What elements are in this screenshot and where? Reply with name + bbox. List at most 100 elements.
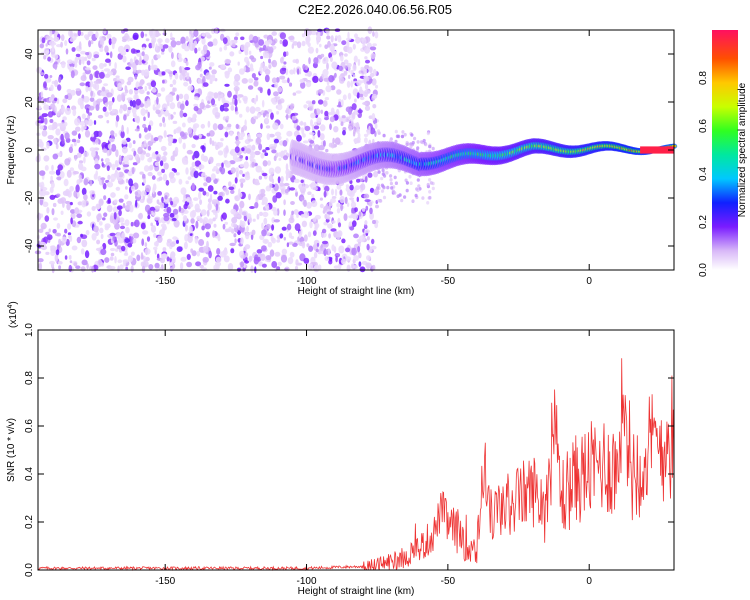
spectrogram-cell <box>319 133 325 141</box>
spectrogram-cell <box>95 31 99 39</box>
spectrogram-cell <box>126 81 132 86</box>
spectrogram-cell <box>322 140 326 147</box>
spectrogram-cell <box>119 107 123 114</box>
spectrogram-cell <box>346 264 351 272</box>
spectrogram-cell <box>162 44 169 49</box>
spectrogram-cell <box>217 150 224 156</box>
spectrogram-cell <box>345 37 352 41</box>
spectrogram-cell <box>132 112 137 118</box>
spectrogram-cell <box>104 73 111 78</box>
spectrogram-cell <box>144 242 148 248</box>
spectrogram-cell <box>352 64 357 72</box>
spectrogram-cell <box>110 130 115 136</box>
snr-x-tick-label: 0 <box>586 576 592 587</box>
spectrogram-cell <box>131 62 136 69</box>
spectrogram-cell <box>91 265 95 273</box>
spectrogram-cell <box>260 123 263 130</box>
spectrogram-cell <box>241 210 248 216</box>
spectrogram-cell <box>224 131 229 138</box>
spectrogram-cell <box>288 232 293 239</box>
spectrogram-cell <box>86 107 90 114</box>
spectrogram-y-tick-label: 0 <box>24 147 35 153</box>
spectrogram-cell <box>217 123 224 131</box>
spectrogram-cell <box>154 161 159 167</box>
spectrogram-cell <box>118 209 122 217</box>
spectrogram-cell <box>354 89 358 97</box>
spectrogram-cell <box>132 238 137 244</box>
spectrogram-cell <box>323 190 327 198</box>
spectrogram-cell <box>51 42 57 46</box>
spectrogram-cell <box>262 44 267 51</box>
spectrogram-cell <box>183 241 188 250</box>
spectrogram-cell <box>77 220 83 225</box>
spectrogram-cell <box>124 238 130 244</box>
spectrogram-cell <box>209 91 215 96</box>
spectrogram-cell <box>130 251 135 256</box>
spectrogram-cell <box>330 35 334 43</box>
spectrogram-cell <box>104 157 110 163</box>
spectrogram-cell <box>208 66 212 70</box>
spectrogram-cell <box>207 218 214 225</box>
spectrogram-cell <box>103 83 109 87</box>
spectrogram-cell <box>55 143 59 150</box>
spectrogram-cell <box>128 142 132 149</box>
spectrogram-cell <box>63 178 69 187</box>
spectrogram-cell <box>160 253 168 259</box>
spectrogram-cell <box>209 137 212 145</box>
spectrogram-cell <box>192 154 195 161</box>
spectrogram-cell <box>40 181 45 190</box>
spectrogram-cell <box>67 223 72 230</box>
snr-scale-label: (x104) <box>7 301 19 328</box>
spectrogram-cell <box>303 184 310 189</box>
spectrogram-cell <box>239 132 246 138</box>
spectrogram-cell <box>122 259 127 267</box>
spectrogram-cell <box>140 222 146 230</box>
spectrogram-cell <box>260 55 264 60</box>
spectrogram-cell <box>64 228 68 234</box>
spectrogram-cell <box>300 196 305 201</box>
spectrogram-cell <box>174 146 179 155</box>
spectrogram-cell <box>121 38 127 43</box>
spectrogram-cell <box>417 184 421 188</box>
spectrogram-cell <box>134 128 140 132</box>
spectrogram-cell <box>64 132 70 140</box>
spectrogram-cell <box>111 36 117 45</box>
spectrogram-y-tick-label: -20 <box>24 190 35 205</box>
spectrogram-cell <box>199 264 205 269</box>
spectrogram-cell <box>141 238 145 246</box>
spectrogram-cell <box>73 171 79 175</box>
spectrogram-cell <box>55 128 61 136</box>
spectrogram-cell <box>198 187 205 192</box>
spectrogram-cell <box>175 172 180 176</box>
spectrogram-cell <box>252 35 259 44</box>
spectrogram-cell <box>118 154 122 163</box>
spectrogram-cell <box>347 46 353 54</box>
spectrogram-cell <box>103 148 108 153</box>
spectrogram-cell <box>134 154 140 161</box>
spectrogram-cell <box>281 79 288 84</box>
spectrogram-cell <box>83 96 90 103</box>
spectrogram-cell <box>372 43 377 47</box>
snr-plot-area <box>38 330 674 570</box>
spectrogram-cell <box>209 62 215 67</box>
spectrogram-cell <box>281 226 287 231</box>
spectrogram-cell <box>362 43 366 48</box>
spectrogram-cell <box>180 36 186 45</box>
spectrogram-cell <box>290 201 295 205</box>
spectrogram-cell <box>74 207 80 215</box>
spectrogram-cell <box>246 148 251 154</box>
spectrogram-cell <box>225 198 230 204</box>
spectrogram-cell <box>156 156 161 163</box>
spectrogram-cell <box>371 93 378 99</box>
spectrogram-cell <box>428 144 432 149</box>
spectrogram-cell <box>133 232 140 239</box>
spectrogram-cell <box>66 92 73 101</box>
spectrogram-cell <box>76 191 80 198</box>
snr-x-label: Height of straight line (km) <box>298 586 415 597</box>
spectrogram-cell <box>309 140 315 144</box>
spectrogram-cell <box>62 116 67 121</box>
spectrogram-cell <box>231 39 238 44</box>
spectrogram-cell <box>69 185 74 192</box>
spectrogram-cell <box>319 203 324 209</box>
spectrogram-cell <box>240 36 245 41</box>
